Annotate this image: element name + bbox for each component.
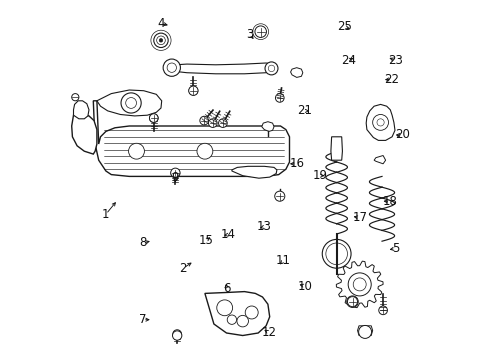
Polygon shape: [330, 137, 342, 160]
Text: 1: 1: [102, 208, 109, 221]
Polygon shape: [97, 90, 162, 116]
Circle shape: [200, 116, 208, 125]
Polygon shape: [336, 261, 382, 308]
Circle shape: [125, 98, 136, 108]
Circle shape: [128, 143, 144, 159]
Circle shape: [274, 191, 284, 201]
Polygon shape: [93, 101, 289, 176]
Polygon shape: [357, 326, 372, 336]
Text: 10: 10: [297, 280, 312, 293]
Circle shape: [153, 33, 168, 48]
Circle shape: [159, 39, 163, 42]
Polygon shape: [72, 114, 97, 154]
Text: 16: 16: [288, 157, 304, 170]
Circle shape: [197, 143, 212, 159]
Circle shape: [167, 63, 176, 72]
Text: 13: 13: [256, 220, 271, 233]
Circle shape: [218, 119, 227, 127]
Circle shape: [189, 86, 197, 95]
Circle shape: [216, 300, 232, 316]
Circle shape: [254, 26, 266, 37]
Text: 22: 22: [384, 73, 399, 86]
Text: 11: 11: [275, 255, 290, 267]
Circle shape: [275, 94, 284, 102]
Polygon shape: [73, 101, 89, 119]
Circle shape: [378, 306, 386, 315]
Text: 7: 7: [139, 313, 146, 326]
Circle shape: [347, 297, 357, 307]
Text: 9: 9: [171, 171, 179, 184]
Circle shape: [156, 36, 165, 45]
Circle shape: [72, 94, 79, 101]
Circle shape: [322, 239, 350, 268]
Circle shape: [172, 330, 181, 338]
Circle shape: [325, 243, 347, 265]
Circle shape: [172, 331, 182, 340]
Circle shape: [372, 114, 387, 130]
Text: 6: 6: [223, 282, 230, 294]
Circle shape: [347, 273, 370, 296]
Text: 4: 4: [157, 17, 164, 30]
Circle shape: [208, 119, 217, 127]
Polygon shape: [373, 156, 385, 164]
Circle shape: [170, 168, 180, 177]
Text: 19: 19: [312, 169, 327, 182]
Circle shape: [346, 296, 358, 307]
Circle shape: [149, 114, 158, 122]
Circle shape: [237, 315, 248, 327]
Text: 2: 2: [179, 262, 187, 275]
Circle shape: [188, 86, 198, 95]
Text: 21: 21: [297, 104, 312, 117]
Polygon shape: [231, 166, 276, 178]
Text: 14: 14: [221, 228, 235, 241]
Text: 20: 20: [395, 129, 409, 141]
Text: 12: 12: [261, 326, 276, 339]
Text: 5: 5: [391, 242, 399, 255]
Circle shape: [163, 59, 180, 76]
Circle shape: [244, 306, 258, 319]
Circle shape: [264, 62, 277, 75]
Circle shape: [376, 119, 384, 126]
Circle shape: [352, 278, 366, 291]
Polygon shape: [261, 122, 273, 131]
Text: 24: 24: [340, 54, 355, 67]
Text: 15: 15: [198, 234, 213, 247]
Polygon shape: [366, 104, 394, 140]
Circle shape: [227, 315, 236, 324]
Polygon shape: [290, 68, 302, 77]
Text: 3: 3: [246, 28, 253, 41]
Text: 17: 17: [351, 211, 366, 224]
Text: 8: 8: [139, 237, 146, 249]
Text: 25: 25: [336, 21, 351, 33]
Circle shape: [149, 114, 158, 122]
Text: 18: 18: [382, 195, 397, 208]
Polygon shape: [204, 292, 269, 336]
Text: 23: 23: [387, 54, 402, 67]
Circle shape: [358, 325, 371, 338]
Circle shape: [268, 65, 274, 72]
Polygon shape: [168, 63, 273, 74]
Circle shape: [121, 93, 141, 113]
Circle shape: [171, 169, 179, 178]
